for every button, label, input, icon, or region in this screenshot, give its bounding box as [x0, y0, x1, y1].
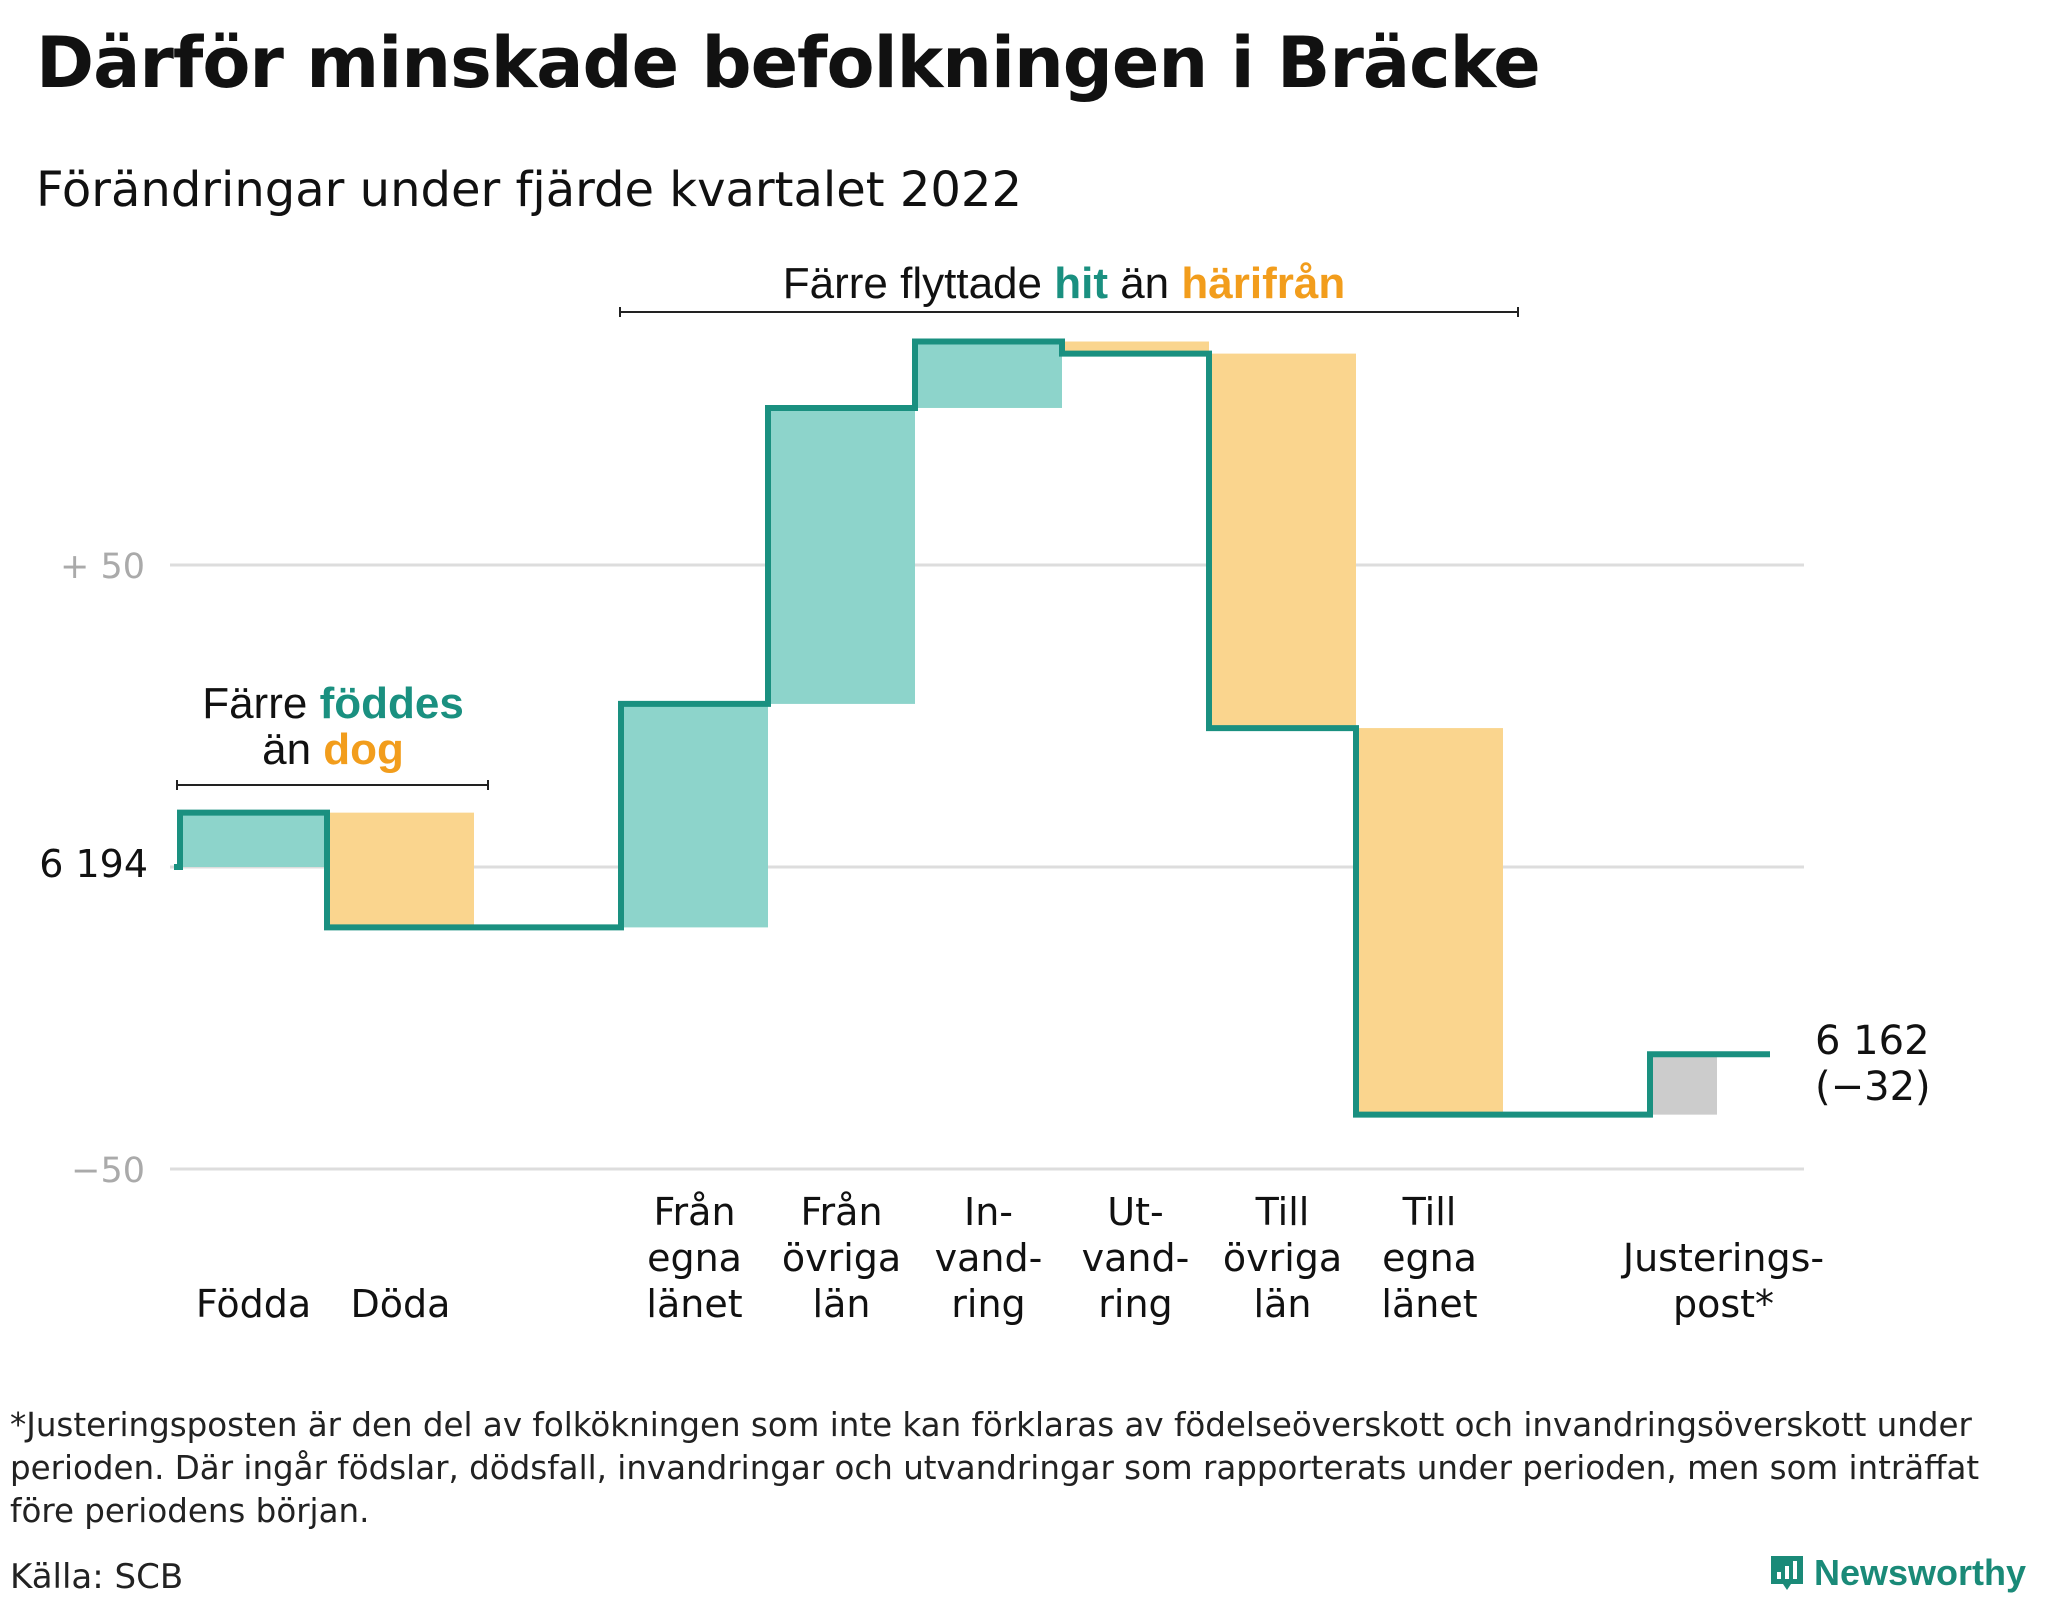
source-label: Källa: SCB — [10, 1557, 184, 1597]
bar-7 — [1209, 353, 1356, 729]
category-label-4-0: Från — [800, 1190, 882, 1234]
migration-annotation-part-2: än — [1108, 259, 1181, 308]
births-annotation-line1-part-1: föddes — [320, 679, 464, 728]
bar-5 — [915, 341, 1062, 408]
category-label-3-2: länet — [646, 1282, 742, 1326]
category-label-3-0: Från — [653, 1190, 735, 1234]
category-label-7-2: län — [1254, 1282, 1312, 1326]
newsworthy-logo-icon — [1771, 1556, 1803, 1590]
footnote: *Justeringsposten är den del av folkökni… — [10, 1406, 1980, 1530]
category-label-7-0: Till — [1255, 1190, 1310, 1234]
category-label-3-1: egna — [647, 1236, 742, 1280]
migration-annotation: Färre flyttade hit än härifrån — [783, 259, 1345, 308]
category-label-1-0: Döda — [351, 1282, 451, 1326]
births-annotation-line2-part-1: dog — [323, 725, 404, 774]
cumulative-step-line — [174, 338, 1770, 1118]
brand-name: Newsworthy — [1814, 1552, 2027, 1593]
bar-10 — [1650, 1054, 1717, 1115]
migration-annotation-part-3: härifrån — [1181, 259, 1345, 308]
bar-8 — [1356, 728, 1503, 1115]
category-label-5-0: In- — [964, 1190, 1013, 1234]
end-value-label: 6 162 — [1815, 1018, 1930, 1064]
bar-4 — [768, 407, 915, 704]
category-label-4-2: län — [813, 1282, 871, 1326]
category-label-8-0: Till — [1402, 1190, 1457, 1234]
end-change-label: (−32) — [1815, 1064, 1931, 1110]
category-label-0-0: Födda — [196, 1282, 311, 1326]
bar-1 — [327, 812, 474, 928]
category-label-7-1: övriga — [1223, 1236, 1342, 1280]
bar-6 — [1062, 341, 1209, 354]
category-label-10-0: Justerings- — [1621, 1236, 1824, 1280]
births-annotation-line2-part-0: än — [262, 725, 323, 774]
y-tick-label-2: −50 — [71, 1151, 145, 1191]
chart-subtitle: Förändringar under fjärde kvartalet 2022 — [36, 162, 1022, 218]
category-label-6-1: vand- — [1082, 1236, 1190, 1280]
births-annotation-line2: än dog — [262, 725, 404, 774]
category-label-6-0: Ut- — [1107, 1190, 1163, 1234]
bar-0 — [180, 812, 327, 867]
migration-annotation-part-1: hit — [1054, 259, 1108, 308]
category-label-10-1: post* — [1673, 1282, 1774, 1326]
births-annotation-line1: Färre föddes — [202, 679, 464, 728]
births-annotation-line1-part-0: Färre — [202, 679, 319, 728]
bar-3 — [621, 703, 768, 928]
category-label-8-1: egna — [1382, 1236, 1477, 1280]
category-label-5-2: ring — [951, 1282, 1025, 1326]
migration-annotation-part-0: Färre flyttade — [783, 259, 1054, 308]
category-label-4-1: övriga — [782, 1236, 901, 1280]
category-label-5-1: vand- — [935, 1236, 1043, 1280]
brand: Newsworthy — [1768, 1552, 2026, 1594]
start-value-label: 6 194 — [39, 842, 148, 886]
y-tick-label-0: + 50 — [60, 547, 145, 587]
category-label-6-2: ring — [1098, 1282, 1172, 1326]
chart-title: Därför minskade befolkningen i Bräcke — [36, 22, 1541, 104]
category-label-8-2: länet — [1381, 1282, 1477, 1326]
